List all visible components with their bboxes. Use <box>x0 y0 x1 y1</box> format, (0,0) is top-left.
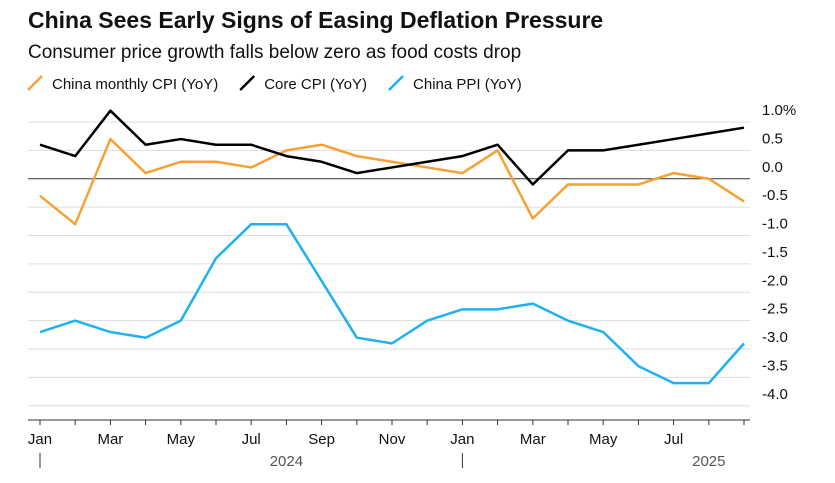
legend-swatch <box>27 75 43 91</box>
y-tick-label: -2.0 <box>762 272 788 289</box>
x-tick-label: May <box>589 431 618 448</box>
x-tick-label: May <box>167 431 196 448</box>
x-tick-label: Jan <box>28 431 52 448</box>
year-label: 2024 <box>270 453 303 470</box>
chart-subtitle: Consumer price growth falls below zero a… <box>28 42 521 63</box>
data-line <box>39 137 745 226</box>
y-tick-label: 1.0% <box>762 102 796 119</box>
x-tick-label: Mar <box>520 431 546 448</box>
x-tick-label: Sep <box>308 431 335 448</box>
y-tick-label: 0.0 <box>762 159 783 176</box>
x-tick-label: Jan <box>450 431 474 448</box>
chart-title: China Sees Early Signs of Easing Deflati… <box>28 7 603 33</box>
legend-swatch <box>388 75 404 91</box>
x-tick-label: Jul <box>664 431 683 448</box>
x-tick-label: Nov <box>379 431 406 448</box>
legend-label: China monthly CPI (YoY) <box>52 76 218 93</box>
y-tick-label: -0.5 <box>762 187 788 204</box>
y-tick-label: -3.5 <box>762 357 788 374</box>
y-tick-label: -4.0 <box>762 386 788 403</box>
x-tick-label: Jul <box>242 431 261 448</box>
legend-label: Core CPI (YoY) <box>264 76 367 93</box>
legend-label: China PPI (YoY) <box>413 76 522 93</box>
y-tick-label: -2.5 <box>762 301 788 318</box>
y-tick-label: -3.0 <box>762 329 788 346</box>
data-line <box>39 222 745 385</box>
year-label: 2025 <box>692 453 725 470</box>
data-line <box>39 109 745 186</box>
legend-swatch <box>239 75 256 91</box>
y-tick-label: -1.5 <box>762 244 788 261</box>
y-tick-label: -1.0 <box>762 216 788 233</box>
x-tick-label: Mar <box>97 431 123 448</box>
y-tick-label: 0.5 <box>762 130 783 147</box>
